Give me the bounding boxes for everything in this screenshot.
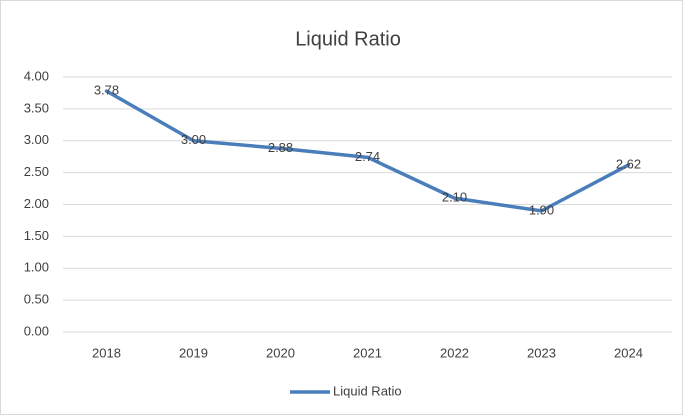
x-tick-label: 2023 [527, 345, 556, 360]
data-label: 2.74 [355, 149, 380, 164]
data-label: 2.88 [268, 140, 293, 155]
x-tick-label: 2021 [353, 345, 382, 360]
data-label: 2.10 [442, 190, 467, 205]
series-line [104, 89, 631, 213]
legend-label: Liquid Ratio [333, 383, 402, 398]
y-tick-label: 2.00 [24, 196, 49, 211]
y-tick-label: 1.00 [24, 260, 49, 275]
x-tick-label: 2024 [614, 345, 643, 360]
y-tick-label: 2.50 [24, 164, 49, 179]
y-tick-label: 0.50 [24, 292, 49, 307]
data-label: 3.00 [181, 132, 206, 147]
x-tick-label: 2018 [92, 345, 121, 360]
y-tick-label: 3.00 [24, 132, 49, 147]
y-tick-label: 3.50 [24, 100, 49, 115]
y-tick-label: 0.00 [24, 323, 49, 338]
data-label: 3.78 [94, 82, 119, 97]
y-tick-label: 1.50 [24, 228, 49, 243]
y-tick-label: 4.00 [24, 68, 49, 83]
x-tick-label: 2020 [266, 345, 295, 360]
data-label: 1.90 [529, 202, 554, 217]
x-tick-label: 2019 [179, 345, 208, 360]
x-tick-label: 2022 [440, 345, 469, 360]
chart-title: Liquid Ratio [295, 28, 401, 50]
data-label: 2.62 [616, 156, 641, 171]
